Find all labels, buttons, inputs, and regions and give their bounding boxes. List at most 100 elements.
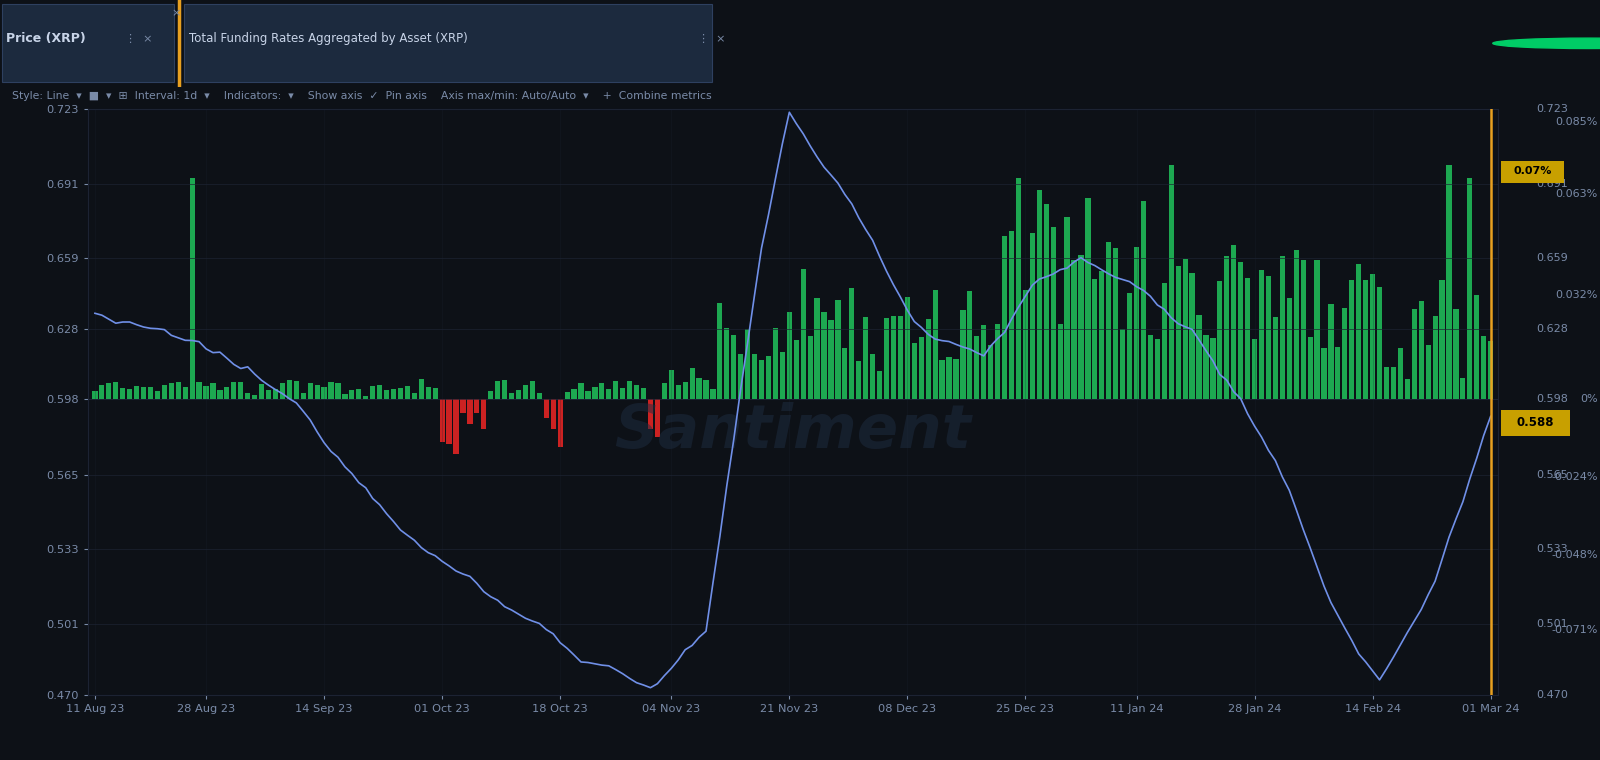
Bar (1272, 317, 1278, 399)
Bar (850, 288, 854, 399)
Bar (746, 329, 750, 399)
Bar (294, 382, 299, 399)
Bar (904, 297, 910, 399)
Bar (773, 328, 778, 399)
Text: Total Funding Rates Aggregated by Asset (XRP): Total Funding Rates Aggregated by Asset … (189, 33, 467, 46)
Bar (114, 382, 118, 399)
Text: ×: × (171, 8, 181, 18)
Bar (253, 395, 258, 399)
Text: 0.07%: 0.07% (1514, 166, 1552, 176)
Bar (419, 379, 424, 399)
Bar (654, 399, 659, 437)
Bar (1210, 338, 1216, 399)
Bar (1501, 160, 1565, 183)
Bar (613, 382, 618, 399)
Bar (870, 354, 875, 399)
Bar (1357, 264, 1362, 399)
Bar (1106, 242, 1112, 399)
Bar (1058, 325, 1062, 399)
Bar (696, 378, 702, 399)
Bar (683, 382, 688, 399)
Bar (1405, 379, 1410, 399)
Bar (918, 337, 923, 399)
Bar (370, 386, 376, 399)
Bar (627, 382, 632, 399)
Bar (787, 312, 792, 399)
Bar (176, 382, 181, 399)
Bar (494, 382, 501, 399)
Bar (1384, 367, 1389, 399)
Bar (1176, 265, 1181, 399)
Bar (184, 5, 712, 82)
Bar (690, 368, 694, 399)
Bar (662, 383, 667, 399)
Bar (1336, 347, 1341, 399)
Bar (642, 388, 646, 399)
Bar (1322, 348, 1326, 399)
Bar (814, 298, 819, 399)
Bar (342, 394, 347, 399)
Circle shape (1493, 38, 1600, 49)
Bar (147, 387, 154, 399)
Bar (835, 299, 840, 399)
Bar (182, 388, 187, 399)
Bar (1349, 280, 1354, 399)
Bar (794, 340, 798, 399)
Bar (648, 399, 653, 429)
Bar (557, 399, 563, 447)
Bar (1224, 256, 1229, 399)
Bar (1155, 338, 1160, 399)
Bar (1051, 226, 1056, 399)
Bar (634, 385, 638, 399)
Bar (933, 290, 938, 399)
Bar (411, 394, 418, 399)
Bar (461, 399, 466, 413)
Bar (821, 312, 827, 399)
Bar (1419, 300, 1424, 399)
Bar (829, 320, 834, 399)
Bar (758, 359, 765, 399)
Bar (515, 390, 522, 399)
Text: 0.470: 0.470 (1536, 690, 1568, 701)
Bar (266, 390, 270, 399)
Bar (1037, 189, 1042, 399)
Bar (488, 391, 493, 399)
Bar (710, 388, 715, 399)
Text: -0.071%: -0.071% (1552, 625, 1598, 635)
Bar (315, 385, 320, 399)
Bar (621, 388, 626, 399)
Bar (704, 380, 709, 399)
Bar (1010, 231, 1014, 399)
Bar (1390, 367, 1397, 399)
Bar (1189, 273, 1195, 399)
Bar (2, 5, 174, 82)
Bar (1467, 178, 1472, 399)
Text: 0.565: 0.565 (1536, 470, 1568, 480)
Bar (523, 385, 528, 399)
Text: 0.533: 0.533 (1536, 544, 1568, 555)
Bar (675, 385, 682, 399)
Bar (1147, 335, 1154, 399)
Bar (725, 328, 730, 399)
Bar (1230, 245, 1237, 399)
Bar (336, 384, 341, 399)
Bar (189, 178, 195, 399)
Bar (99, 385, 104, 399)
Bar (1440, 280, 1445, 399)
Bar (995, 324, 1000, 399)
Bar (600, 382, 605, 399)
Bar (155, 391, 160, 399)
Bar (1072, 260, 1077, 399)
Bar (947, 356, 952, 399)
Bar (274, 389, 278, 399)
Text: Price (XRP): Price (XRP) (6, 33, 86, 46)
Bar (1093, 280, 1098, 399)
Bar (974, 336, 979, 399)
Bar (766, 356, 771, 399)
Bar (398, 388, 403, 399)
Bar (1162, 283, 1166, 399)
Bar (1280, 255, 1285, 399)
Bar (1197, 315, 1202, 399)
Bar (669, 370, 674, 399)
Text: 0.501: 0.501 (1536, 619, 1568, 629)
